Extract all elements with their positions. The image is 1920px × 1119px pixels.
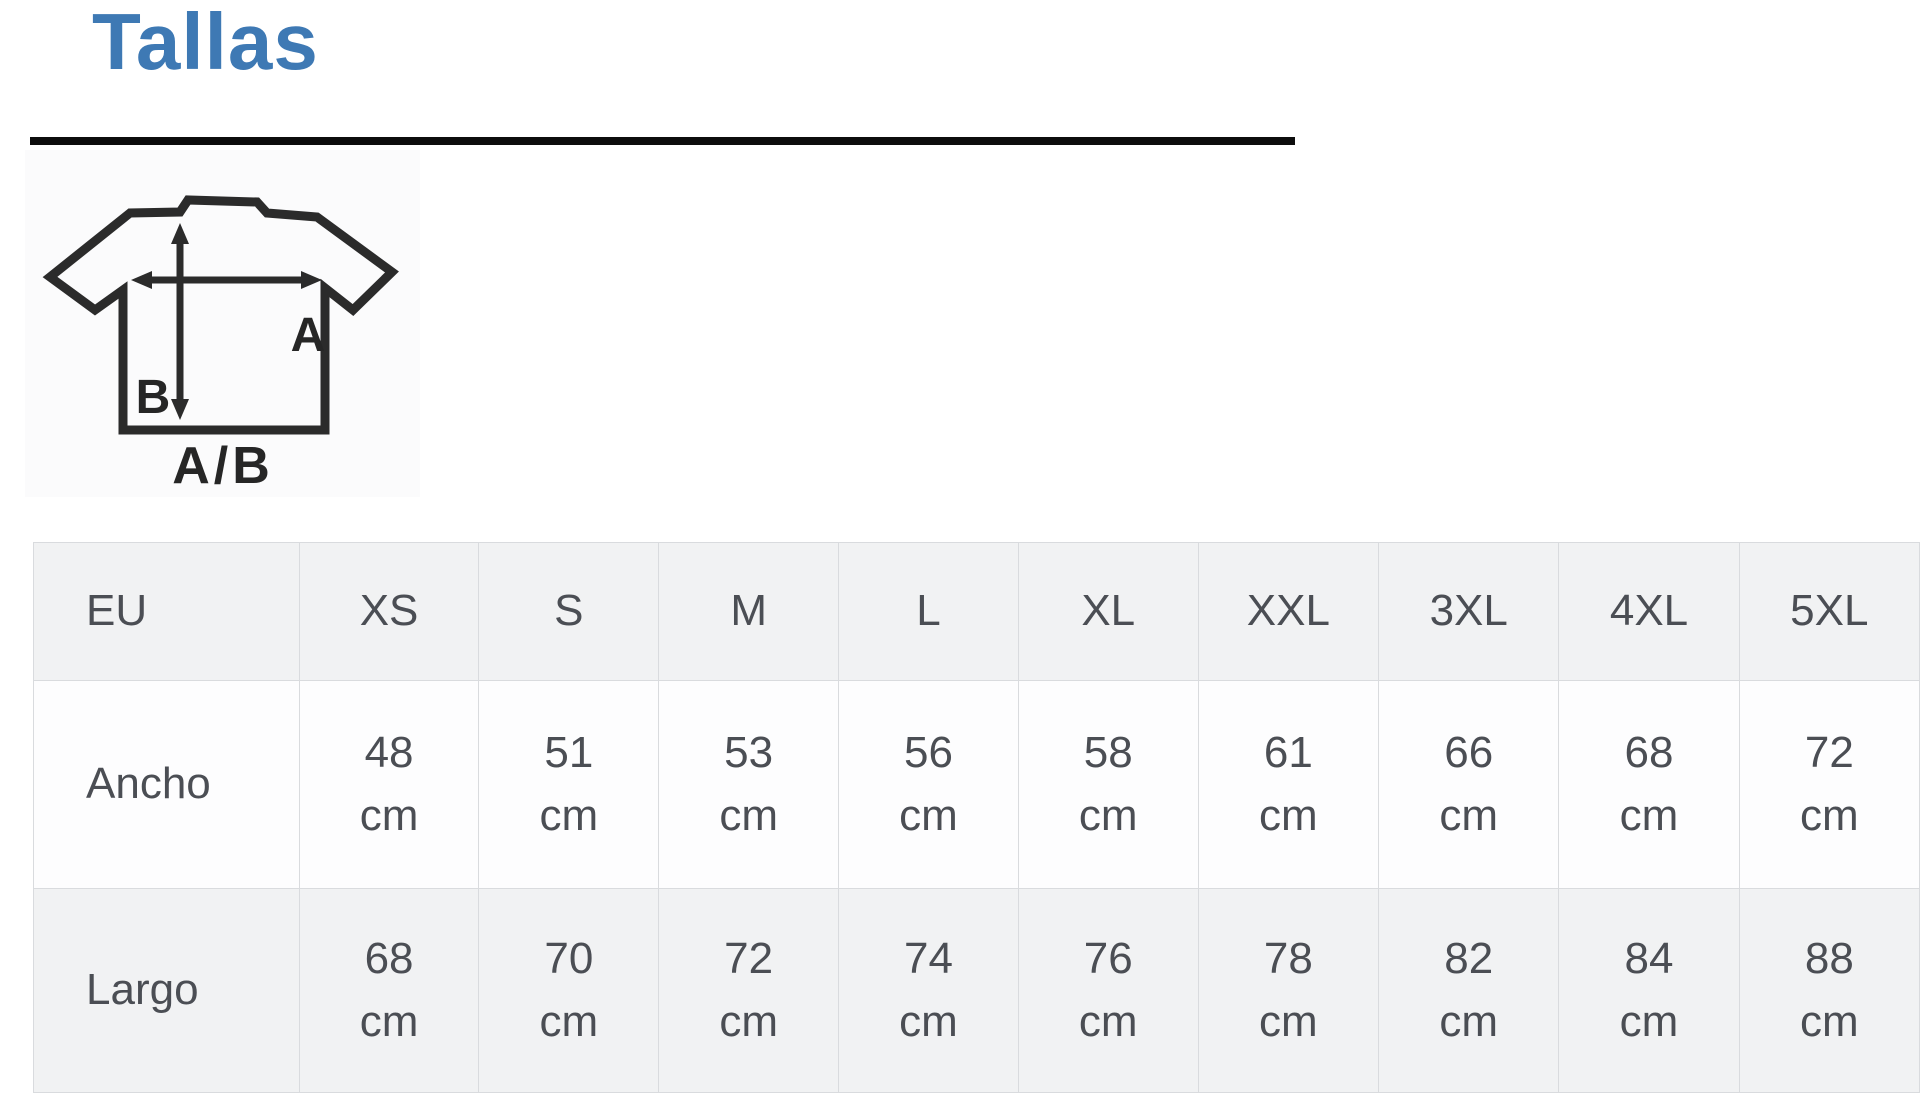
size-unit: cm: [1439, 790, 1499, 840]
size-unit: cm: [1439, 996, 1499, 1046]
size-value-cell: 82 cm: [1378, 888, 1560, 1093]
size-column-header: 5XL: [1738, 542, 1920, 681]
size-unit: cm: [1800, 996, 1859, 1046]
size-unit: cm: [539, 790, 599, 840]
size-value-cell: 61 cm: [1197, 680, 1380, 889]
size-unit: cm: [1078, 790, 1138, 840]
size-amount: 70: [544, 934, 594, 984]
size-amount: 66: [1444, 728, 1494, 778]
size-amount: 56: [903, 728, 953, 778]
size-column-header: EU: [33, 542, 300, 681]
size-amount: 61: [1263, 728, 1313, 778]
size-value-cell: 76 cm: [1017, 888, 1199, 1093]
size-amount: 88: [1804, 934, 1854, 984]
size-column-header: 4XL: [1558, 542, 1740, 681]
size-amount: 82: [1444, 934, 1494, 984]
tshirt-diagram-icon: A B A/B: [42, 195, 399, 495]
size-value-cell: 56 cm: [838, 680, 1019, 889]
width-arrow-icon: [131, 271, 322, 289]
page-title: Tallas: [92, 0, 319, 86]
size-column-header: M: [658, 542, 840, 681]
size-amount: 76: [1083, 934, 1133, 984]
size-amount: 51: [544, 728, 594, 778]
size-column-header: XL: [1017, 542, 1199, 681]
row-label: Ancho: [33, 680, 300, 889]
size-amount: 58: [1083, 728, 1133, 778]
size-unit: cm: [359, 996, 419, 1046]
size-unit: cm: [1619, 996, 1679, 1046]
size-value-cell: 88 cm: [1738, 888, 1920, 1093]
size-amount: 53: [724, 728, 774, 778]
size-amount: 84: [1624, 934, 1674, 984]
size-unit: cm: [1259, 996, 1318, 1046]
size-amount: 74: [903, 934, 953, 984]
size-value-cell: 70 cm: [478, 888, 660, 1093]
size-unit: cm: [719, 996, 778, 1046]
size-unit: cm: [539, 996, 599, 1046]
size-amount: 72: [724, 934, 774, 984]
size-value-cell: 53 cm: [658, 680, 840, 889]
size-unit: cm: [719, 790, 778, 840]
table-row: Ancho 48 cm 51 cm 53 cm 56 cm 58 cm: [33, 680, 1920, 889]
size-column-header: 3XL: [1378, 542, 1560, 681]
size-amount: 78: [1263, 934, 1313, 984]
size-value-cell: 66 cm: [1378, 680, 1560, 889]
ratio-label: A/B: [172, 437, 274, 495]
size-column-header: L: [838, 542, 1019, 681]
title-divider: [30, 137, 1295, 145]
tshirt-measurement-diagram: A B A/B: [25, 150, 420, 497]
size-value-cell: 68 cm: [1558, 680, 1740, 889]
size-amount: 72: [1804, 728, 1854, 778]
size-column-header: S: [478, 542, 660, 681]
size-column-header: XS: [298, 542, 480, 681]
size-value-cell: 68 cm: [298, 888, 480, 1093]
size-value-cell: 78 cm: [1197, 888, 1380, 1093]
size-value-cell: 84 cm: [1558, 888, 1740, 1093]
size-unit: cm: [1800, 790, 1859, 840]
table-header-row: EU XS S M L XL XXL 3XL 4XL 5XL: [33, 542, 1920, 681]
size-amount: 48: [364, 728, 414, 778]
size-unit: cm: [1259, 790, 1318, 840]
table-row: Largo 68 cm 70 cm 72 cm 74 cm 76 cm: [33, 888, 1920, 1093]
size-table: EU XS S M L XL XXL 3XL 4XL 5XL Ancho 48 …: [33, 542, 1920, 1093]
size-unit: cm: [899, 996, 958, 1046]
width-label: A: [291, 309, 326, 362]
size-value-cell: 48 cm: [298, 680, 480, 889]
size-value-cell: 58 cm: [1017, 680, 1199, 889]
size-unit: cm: [1619, 790, 1679, 840]
size-amount: 68: [1624, 728, 1674, 778]
size-value-cell: 72 cm: [658, 888, 840, 1093]
size-amount: 68: [364, 934, 414, 984]
size-value-cell: 72 cm: [1738, 680, 1920, 889]
length-label: B: [136, 371, 171, 424]
size-unit: cm: [899, 790, 958, 840]
size-column-header: XXL: [1197, 542, 1380, 681]
size-value-cell: 51 cm: [478, 680, 660, 889]
size-unit: cm: [359, 790, 419, 840]
row-label: Largo: [33, 888, 300, 1093]
tshirt-outline-icon: [42, 195, 399, 435]
size-value-cell: 74 cm: [838, 888, 1019, 1093]
length-arrow-icon: [171, 223, 189, 420]
size-unit: cm: [1078, 996, 1138, 1046]
